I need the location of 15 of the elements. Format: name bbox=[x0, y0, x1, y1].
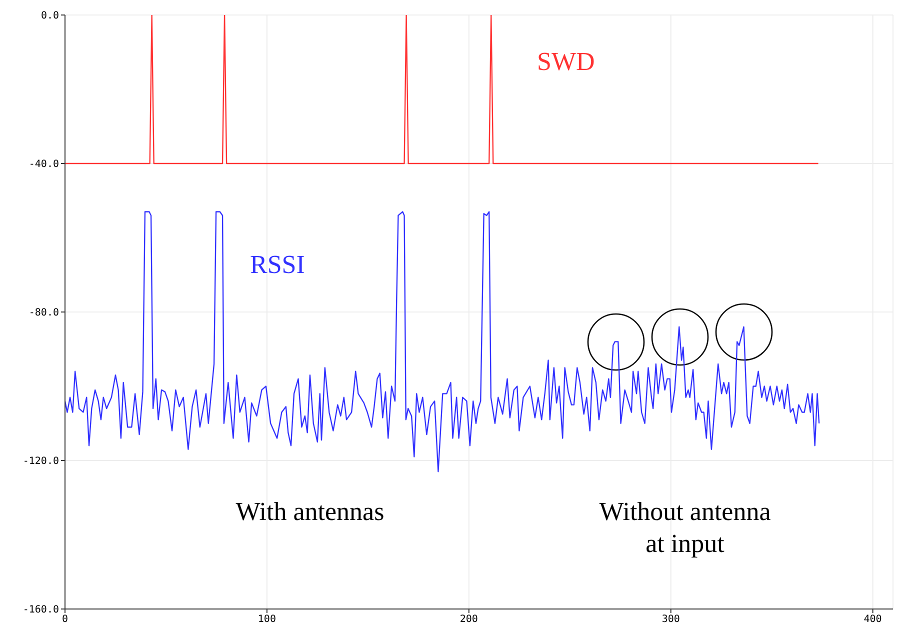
y-tick-label: -120.0 bbox=[22, 456, 59, 468]
series-label: SWD bbox=[537, 47, 595, 76]
x-tick-label: 0 bbox=[62, 614, 68, 626]
annotation: With antennas bbox=[236, 497, 384, 526]
x-tick-label: 100 bbox=[258, 614, 276, 626]
line-series bbox=[65, 211, 820, 472]
series-label: RSSI bbox=[250, 250, 305, 279]
y-tick-label: -80.0 bbox=[28, 308, 59, 319]
x-tick-label: 300 bbox=[662, 614, 680, 626]
y-tick-label: -160.0 bbox=[22, 604, 59, 616]
x-tick-label: 400 bbox=[864, 614, 882, 626]
x-tick-label: 200 bbox=[460, 614, 478, 626]
y-tick-label: 0.0 bbox=[40, 10, 59, 22]
annotation: Without antenna at input bbox=[599, 497, 772, 558]
y-tick-label: -40.0 bbox=[28, 159, 59, 170]
